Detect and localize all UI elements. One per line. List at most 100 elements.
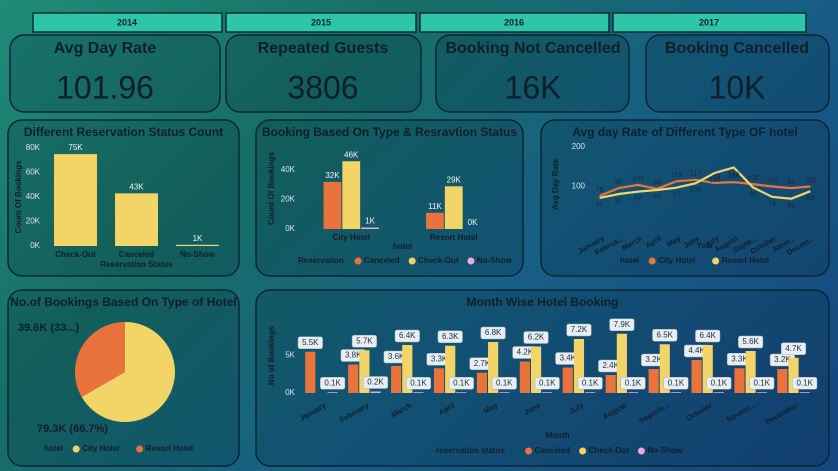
year-tab[interactable]: [612, 12, 807, 33]
data-label-bg: [706, 377, 732, 390]
y-tick-label: 0K: [30, 241, 40, 250]
legend-label: Canceled: [535, 446, 571, 455]
kpi-card: [9, 34, 221, 113]
data-label-bg: [577, 377, 603, 390]
data-label-bg: [749, 377, 775, 390]
y-axis-label: Count Of Bookings: [14, 160, 23, 233]
bar: [433, 368, 445, 393]
data-label: 0.1K: [539, 378, 556, 387]
kpi-card: [435, 34, 630, 113]
line: [599, 178, 811, 198]
bar: [648, 369, 659, 393]
data-label-bg: [480, 326, 506, 340]
data-label: 3.8K: [345, 351, 362, 360]
bar: [348, 364, 359, 393]
kpi-card: [225, 34, 422, 113]
pie-slice: [75, 322, 125, 397]
x-tick-label: No-Show: [180, 250, 215, 259]
data-label: 0.1K: [324, 378, 341, 387]
data-label: 5.5K: [302, 338, 319, 347]
x-axis-label: Reservation Status: [100, 260, 173, 269]
data-label-bg: [297, 336, 323, 349]
bar: [413, 392, 424, 393]
y-axis-label: Count Of Bookings: [267, 152, 276, 225]
year-label[interactable]: 2014: [117, 17, 137, 27]
data-label-bg: [534, 377, 560, 390]
data-label: 3.6K: [388, 352, 405, 361]
data-label: 1K: [365, 217, 375, 226]
data-label: 109: [709, 174, 721, 181]
y-tick-label: 60K: [26, 168, 41, 177]
legend-swatch: [136, 445, 144, 453]
x-tick-label: Resort Hotel: [430, 233, 478, 242]
x-tick-label: Canceled: [119, 250, 155, 259]
kpi-title: Repeated Guests: [258, 40, 389, 57]
data-label-bg: [405, 377, 431, 390]
data-label-bg: [663, 377, 689, 390]
data-label: 2.4K: [602, 361, 619, 370]
legend-swatch: [712, 257, 720, 265]
data-label: 148: [728, 171, 740, 178]
bar: [616, 333, 627, 393]
data-label: 0.1K: [711, 378, 728, 387]
data-label: 69: [787, 203, 795, 210]
data-label: 88: [807, 195, 815, 202]
data-label: 0.1K: [410, 378, 427, 387]
legend-swatch: [354, 257, 362, 265]
pie-slice: [81, 322, 176, 422]
bar: [323, 181, 342, 229]
bar: [402, 345, 413, 393]
data-label: 94: [653, 180, 661, 187]
bar: [519, 361, 530, 393]
y-tick-label: 20K: [26, 217, 41, 226]
kpi-value: 101.96: [56, 69, 154, 105]
kpi-cards: Avg Day Rate 101.96 Repeated Guests 3806…: [9, 34, 830, 113]
chart-title: Different Reservation Status Count: [24, 125, 223, 139]
chart-panel: [255, 119, 524, 277]
bar: [499, 392, 510, 393]
bar: [115, 193, 158, 246]
line: [599, 166, 811, 200]
bar: [713, 392, 724, 393]
data-label: 11K: [428, 202, 442, 211]
bar: [488, 342, 499, 393]
data-label: 71: [596, 202, 604, 209]
legend-label: Resort Hotel: [146, 444, 194, 453]
legend-label: City Hotel: [82, 444, 119, 453]
data-label: 106: [747, 175, 759, 182]
legend-label: Canceled: [364, 256, 400, 265]
kpi-title: Booking Not Cancelled: [445, 40, 620, 57]
y-tick-label: 40K: [26, 192, 41, 201]
bar: [585, 392, 596, 393]
kpi-title: Avg Day Rate: [54, 40, 157, 57]
y-axis-label: Avg Day Rate: [551, 158, 560, 210]
y-tick-label: 200: [572, 142, 586, 151]
data-label: 3.4K: [560, 354, 577, 363]
year-tab[interactable]: [225, 12, 417, 33]
data-label-bg: [695, 329, 721, 343]
year-label[interactable]: 2016: [504, 17, 524, 27]
year-label[interactable]: 2017: [699, 17, 719, 27]
data-label: 5.7K: [356, 336, 373, 345]
data-label: 32K: [325, 171, 340, 180]
data-label: 75K: [68, 143, 83, 152]
data-label: 104: [632, 176, 644, 183]
legend-swatch: [408, 257, 416, 265]
data-label: 6.8K: [485, 328, 502, 337]
x-tick-label: Check-Out: [55, 250, 96, 259]
data-label: 29K: [447, 175, 462, 184]
year-tab[interactable]: [32, 12, 223, 33]
chart-title: Booking Based On Type & Resravtion Statu…: [262, 125, 517, 139]
data-label: 117: [690, 171, 701, 178]
year-tab[interactable]: [419, 12, 610, 33]
legend-swatch: [579, 447, 587, 455]
kpi-title: Booking Cancelled: [665, 40, 809, 57]
data-label-bg: [523, 331, 549, 344]
year-label[interactable]: 2015: [311, 17, 331, 27]
data-label-bg: [491, 377, 517, 390]
bar: [627, 392, 639, 393]
data-label: 0.1K: [796, 378, 813, 387]
data-label: 0K: [468, 218, 478, 227]
data-label-bg: [437, 330, 463, 343]
bar: [176, 244, 219, 246]
